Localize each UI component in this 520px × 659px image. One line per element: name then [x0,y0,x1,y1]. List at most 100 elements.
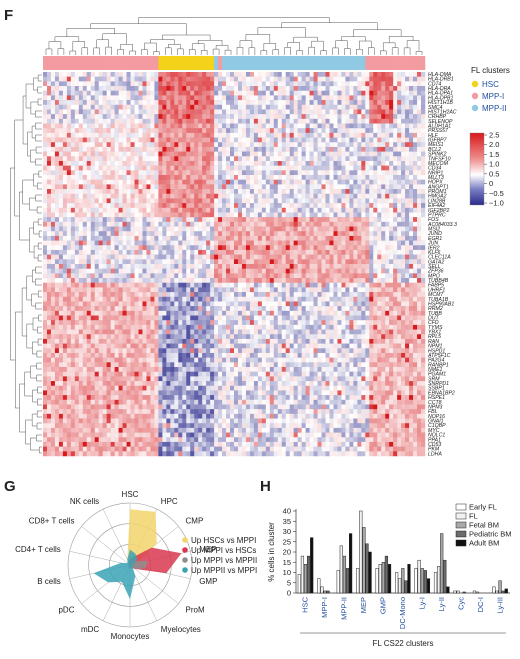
heatmap-cell [269,301,275,307]
heatmap-cell [86,165,91,171]
heatmap-cell [309,76,314,82]
heatmap-cell [421,160,426,166]
heatmap-cell [82,231,88,237]
heatmap-cell [373,235,378,241]
heatmap-cell [82,221,88,227]
heatmap-cell [102,156,107,162]
heatmap-cell [313,104,318,110]
heatmap-cell [94,72,99,77]
heatmap-cell [365,146,370,152]
heatmap-cell [210,198,215,204]
heatmap-cell [317,282,322,288]
heatmap-cell [190,137,195,143]
heatmap-cell [170,114,175,120]
heatmap-cell [110,207,115,213]
heatmap-cell [74,193,80,199]
heatmap-cell [341,114,346,120]
heatmap-cell [178,207,183,213]
heatmap-cell [230,273,235,279]
heatmap-cell [138,301,143,307]
heatmap-cell [389,90,394,96]
heatmap-cell [102,245,107,251]
heatmap-cell [409,207,414,213]
heatmap-cell [150,95,155,101]
heatmap-cell [90,170,95,176]
heatmap-cell [126,268,131,274]
heatmap-cell [269,137,275,143]
heatmap-cell [54,287,60,293]
heatmap-cell [66,268,72,274]
heatmap-cell [166,109,171,115]
heatmap-cell [417,184,422,190]
heatmap-cell [70,226,76,232]
heatmap-cell [269,245,275,251]
heatmap-cell [178,151,183,157]
heatmap-cell [261,254,267,260]
heatmap-cell [257,100,263,106]
heatmap-cell [66,259,72,265]
heatmap-cell [86,249,91,255]
heatmap-cell [186,264,191,269]
heatmap-cell [365,160,370,166]
heatmap-cell [86,245,91,251]
heatmap-cell [241,268,247,274]
heatmap-cell [381,268,386,274]
heatmap-cell [58,165,64,171]
heatmap-cell [241,76,247,82]
heatmap-cell [393,254,398,260]
heatmap-cell [234,81,239,87]
heatmap-cell [166,203,171,209]
heatmap-cell [126,86,131,91]
heatmap-cell [409,165,414,171]
heatmap-cell [273,151,279,157]
heatmap-cell [130,282,135,288]
heatmap-cell [138,235,143,241]
heatmap-cell [50,198,56,204]
heatmap-cell [94,259,99,265]
heatmap-cell [321,287,326,293]
heatmap-cell [162,165,167,171]
heatmap-cell [162,292,167,298]
heatmap-cell [249,264,255,269]
heatmap-cell [241,287,247,293]
annotation-cell [333,56,338,70]
heatmap-cell [186,109,191,115]
heatmap-cell [417,146,422,152]
heatmap-cell [210,165,215,171]
heatmap-cell [58,90,64,96]
heatmap-cell [206,278,211,283]
annotation-cell [78,56,84,70]
heatmap-cell [62,212,68,218]
heatmap-cell [357,212,362,218]
heatmap-cell [381,226,386,232]
heatmap-cell [293,259,298,265]
heatmap-cell [281,81,286,87]
heatmap-cell [413,100,418,106]
heatmap-cell [389,184,394,190]
heatmap-cell [130,146,135,152]
heatmap-cell [90,118,95,124]
heatmap-cell [130,292,135,298]
heatmap-cell [317,245,322,251]
heatmap-cell [190,189,195,194]
heatmap-cell [321,156,326,162]
heatmap-cell [305,81,310,87]
heatmap-cell [110,268,115,274]
heatmap-cell [74,76,80,82]
heatmap-cell [353,226,358,232]
heatmap-cell [417,198,422,204]
heatmap-cell [222,170,227,176]
heatmap-cell [301,123,306,129]
heatmap-cell [373,207,378,213]
heatmap-cell [365,278,370,283]
heatmap-cell [178,264,183,269]
heatmap-cell [265,109,271,115]
heatmap-cell [305,287,310,293]
heatmap-cell [122,160,127,166]
heatmap-cell [257,240,263,246]
heatmap-cell [206,259,211,265]
heatmap-cell [198,207,203,213]
heatmap-cell [305,179,310,185]
heatmap-cell [70,245,76,251]
heatmap-cell [110,160,115,166]
